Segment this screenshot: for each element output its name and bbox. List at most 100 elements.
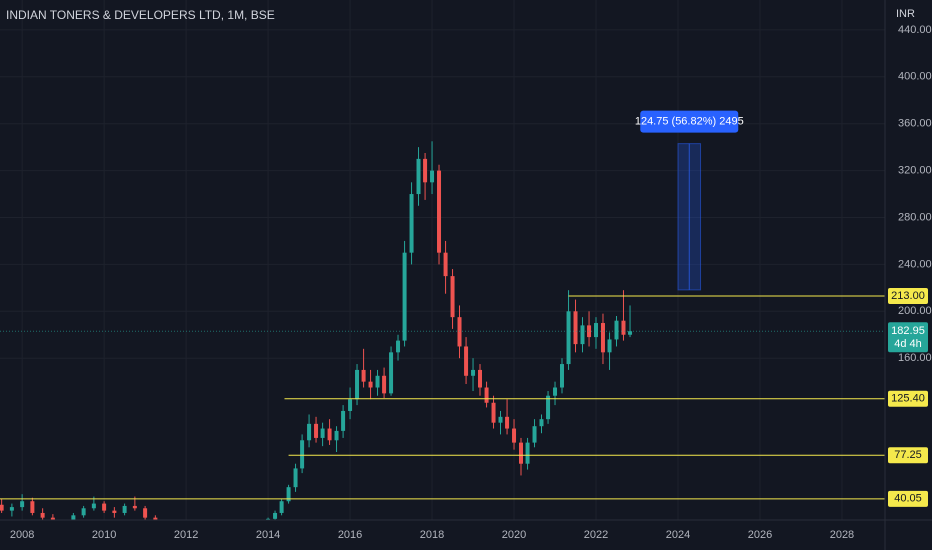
candle-body xyxy=(273,512,278,519)
candle-body xyxy=(0,504,4,511)
countdown-label: 4d 4h xyxy=(894,338,922,350)
candle-body xyxy=(348,399,353,411)
measure-label: 124.75 (56.82%) 2495 xyxy=(635,116,744,128)
level-label: 40.05 xyxy=(894,493,922,505)
grid xyxy=(0,0,885,520)
y-tick-label: 320.00 xyxy=(898,165,932,177)
candle-body xyxy=(50,517,55,520)
measure-label-box xyxy=(640,110,739,133)
candle-body xyxy=(430,170,435,183)
plot: 124.75 (56.82%) 2495 xyxy=(0,110,885,520)
y-tick-label: 360.00 xyxy=(898,118,932,130)
candle-body xyxy=(389,352,394,394)
candle-body xyxy=(450,276,455,318)
x-tick-label: 2016 xyxy=(338,529,362,541)
x-tick-label: 2018 xyxy=(420,529,444,541)
chart-title: INDIAN TONERS & DEVELOPERS LTD, 1M, BSE xyxy=(6,8,275,22)
candle-body xyxy=(307,423,312,441)
candle-body xyxy=(153,517,158,520)
candle-body xyxy=(539,419,544,427)
candle-body xyxy=(40,512,45,518)
last-price-label: 182.95 xyxy=(891,325,925,337)
candle-body xyxy=(437,170,442,253)
candle-body xyxy=(621,320,626,335)
candle-body xyxy=(122,505,127,513)
candle-body xyxy=(102,503,107,511)
candle-body xyxy=(402,252,407,341)
candle-body xyxy=(143,508,148,518)
x-tick-label: 2008 xyxy=(10,529,34,541)
candle-body xyxy=(471,369,476,376)
level-label-box xyxy=(888,490,928,507)
candle-body xyxy=(112,510,117,513)
x-tick-label: 2022 xyxy=(584,529,608,541)
y-tick-label: 440.00 xyxy=(898,24,932,36)
candle-body xyxy=(416,158,421,195)
candle-body xyxy=(293,468,298,488)
candle-body xyxy=(525,442,530,464)
candle-body xyxy=(464,346,469,376)
candle-body xyxy=(498,416,503,423)
x-tick-label: 2026 xyxy=(748,529,772,541)
candle-body xyxy=(580,325,585,345)
candle-body xyxy=(532,426,537,443)
candle-body xyxy=(314,423,319,438)
candle-body xyxy=(266,518,271,520)
x-tick-label: 2012 xyxy=(174,529,198,541)
y-tick-label: 200.00 xyxy=(898,305,932,317)
candle-body xyxy=(505,416,510,429)
level-label-box xyxy=(888,447,928,464)
candle-body xyxy=(491,402,496,423)
candle-body xyxy=(546,395,551,420)
candle-body xyxy=(300,440,305,469)
level-label-box xyxy=(888,288,928,305)
candle-body xyxy=(457,317,462,347)
candle-body xyxy=(478,369,483,388)
candle-body xyxy=(594,323,599,338)
candle-body xyxy=(559,364,564,388)
x-tick-label: 2020 xyxy=(502,529,526,541)
candle-body xyxy=(396,340,401,353)
candle-body xyxy=(91,503,96,509)
x-tick-label: 2014 xyxy=(256,529,280,541)
candle-body xyxy=(607,339,612,353)
candle-body xyxy=(614,320,619,340)
candle-body xyxy=(279,501,284,513)
candle-body xyxy=(320,428,325,438)
candle-body xyxy=(341,410,346,431)
candle-body xyxy=(409,194,414,253)
candle-body xyxy=(600,323,605,353)
candle-body xyxy=(132,505,137,509)
currency: INR xyxy=(896,8,915,20)
candle-body xyxy=(355,369,360,400)
candle-body xyxy=(361,369,366,382)
candle-body xyxy=(382,375,387,394)
candle-body xyxy=(286,487,291,502)
level-label-box xyxy=(888,390,928,407)
level-label: 125.40 xyxy=(891,393,925,405)
candle-body xyxy=(443,252,448,277)
candle-body xyxy=(553,387,558,396)
level-label: 213.00 xyxy=(891,290,925,302)
candle-body xyxy=(518,442,523,464)
candle-body xyxy=(9,507,14,511)
y-tick-label: 160.00 xyxy=(898,352,932,364)
candle-body xyxy=(334,430,339,441)
candle-body xyxy=(587,325,592,338)
candle-body xyxy=(368,381,373,388)
candle-body xyxy=(566,311,571,365)
last-price-box xyxy=(888,322,928,353)
axes: 160.00 200.00 240.00 280.00 320.00 360.00 400.… xyxy=(10,24,932,541)
x-tick-label: 2024 xyxy=(666,529,690,541)
candle-body xyxy=(512,428,517,443)
y-tick-label: 280.00 xyxy=(898,211,932,223)
candle-body xyxy=(71,515,76,520)
candle-body xyxy=(573,311,578,345)
level-label: 77.25 xyxy=(894,449,922,461)
candle-body xyxy=(423,158,428,183)
x-tick-label: 2010 xyxy=(92,529,116,541)
candle-body xyxy=(81,508,86,516)
y-tick-label: 400.00 xyxy=(898,71,932,83)
